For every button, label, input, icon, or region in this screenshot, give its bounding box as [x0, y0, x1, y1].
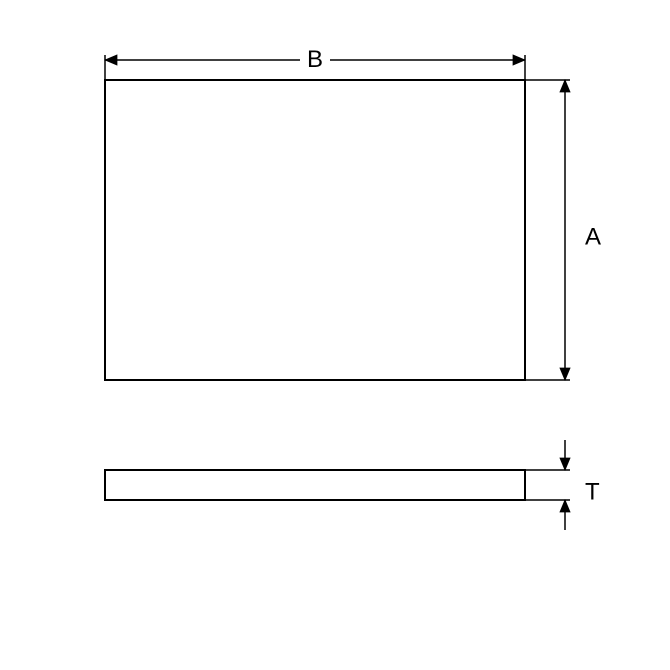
dimension-b: B [105, 44, 525, 80]
edge-view-rectangle [105, 470, 525, 500]
dimension-b-label: B [307, 46, 323, 73]
dimension-a: A [525, 80, 601, 380]
plan-view-rectangle [105, 80, 525, 380]
dimension-t-label: T [585, 478, 600, 505]
dimension-drawing: B A T [0, 0, 670, 670]
dimension-t: T [525, 440, 600, 530]
dimension-a-label: A [585, 223, 601, 250]
